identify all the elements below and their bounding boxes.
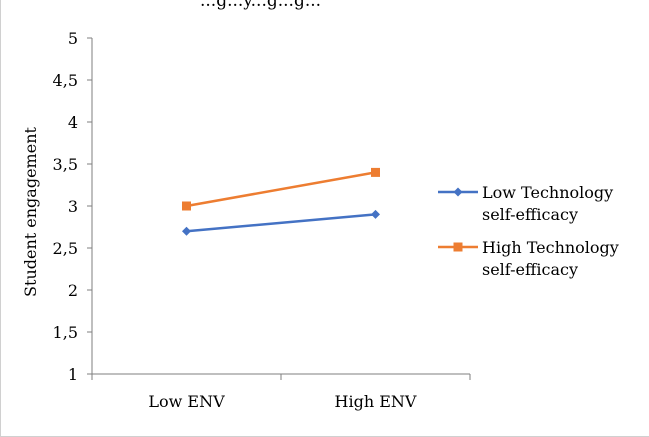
y-tick-label: 4 xyxy=(68,113,78,132)
legend-item-1-swatch-marker xyxy=(453,187,463,197)
legend-item-2-label: self-efficacy xyxy=(482,260,578,279)
y-tick-label: 3 xyxy=(68,197,78,216)
y-tick-label: 2 xyxy=(68,281,78,300)
series-1-point xyxy=(182,226,191,236)
x-axis: Low ENV High ENV xyxy=(91,373,471,411)
legend-item-2-swatch-marker xyxy=(453,242,463,252)
series-2-line xyxy=(186,171,376,208)
caption-fragment: ...g...y...g...g... xyxy=(200,0,321,11)
y-axis: 1 1,5 2 2,5 3 3,5 4 4,5 5 xyxy=(53,29,93,384)
y-tick-label: 5 xyxy=(68,29,78,48)
legend-item-1-label: self-efficacy xyxy=(482,205,578,224)
legend: Low Technology self-efficacy High Technolo… xyxy=(438,183,619,279)
y-tick-label: 2,5 xyxy=(53,239,78,258)
series-2-point xyxy=(371,167,380,177)
y-tick-label: 1,5 xyxy=(53,323,78,342)
y-axis-label: Student engagement xyxy=(21,127,40,297)
series-1-line xyxy=(186,213,376,233)
series-layer xyxy=(182,167,380,236)
y-tick-label: 1 xyxy=(68,365,78,384)
legend-item-2-label: High Technology xyxy=(482,238,619,257)
legend-item-1-label: Low Technology xyxy=(482,183,613,202)
x-tick-label: Low ENV xyxy=(148,392,225,411)
series-2-point xyxy=(182,201,191,211)
series-1-point xyxy=(371,209,380,219)
y-tick-label: 4,5 xyxy=(53,71,78,90)
x-tick-label: High ENV xyxy=(335,392,417,411)
y-tick-label: 3,5 xyxy=(53,155,78,174)
